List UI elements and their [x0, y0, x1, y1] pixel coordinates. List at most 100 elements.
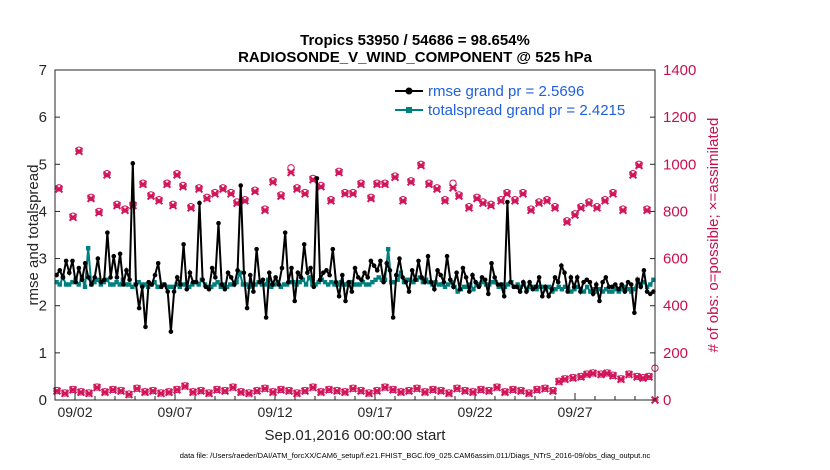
obs-possible-marker: [497, 195, 505, 204]
rmse-point: [286, 279, 291, 285]
rmse-point: [73, 279, 78, 285]
rmse-point: [508, 279, 513, 285]
rmse-point: [374, 268, 380, 273]
totalspread-point: [471, 287, 476, 292]
rmse-point: [216, 220, 221, 226]
rmse-point: [435, 268, 440, 273]
totalspread-point: [117, 282, 122, 287]
rmse-point: [89, 282, 94, 287]
rmse-point: [543, 284, 548, 290]
totalspread-point: [269, 284, 274, 290]
obs-possible-marker: [527, 205, 535, 213]
obs-assimilated-marker: [348, 189, 358, 198]
totalspread-point: [464, 284, 470, 290]
obs-assimilated-marker: [292, 184, 302, 194]
obs-possible-marker: [519, 188, 527, 197]
rmse-point: [260, 277, 266, 283]
obs-possible-marker: [643, 205, 651, 213]
obs-possible-marker: [577, 203, 585, 211]
obs-assimilated-marker: [568, 373, 578, 383]
totalspread-point: [398, 270, 404, 275]
obs-assimilated-marker: [148, 386, 158, 396]
rmse-point: [76, 265, 82, 271]
rmse-point: [292, 298, 297, 304]
totalspread-point: [603, 287, 609, 292]
rmse-point: [197, 200, 202, 206]
rmse-point: [613, 282, 618, 287]
totalspread-point: [575, 284, 580, 290]
rmse-point: [305, 270, 310, 276]
totalspread-point: [584, 284, 590, 290]
obs-possible-marker: [75, 146, 83, 154]
obs-possible-marker: [139, 179, 147, 187]
totalspread-point: [404, 277, 410, 282]
obs-assimilated-marker: [212, 385, 222, 394]
totalspread-point: [108, 282, 113, 287]
obs-assimilated-marker: [276, 385, 286, 394]
totalspread-point: [329, 279, 334, 285]
totalspread-point: [553, 287, 558, 292]
totalspread-point: [562, 284, 568, 290]
totalspread-point: [376, 275, 381, 280]
obs-assimilated-marker: [436, 386, 446, 396]
obs-assimilated-marker: [406, 177, 416, 187]
rmse-point: [155, 260, 161, 266]
obs-assimilated-marker: [146, 192, 156, 201]
right-axis: 0 200 400 600 800 1000 1200 1400: [650, 62, 696, 409]
rmse-point: [616, 286, 621, 292]
obs-assimilated-marker: [240, 196, 250, 205]
obs-possible-marker: [155, 195, 163, 204]
rmse-point: [149, 282, 155, 287]
obs-assimilated-marker: [582, 370, 592, 379]
left-tick-label: 4: [39, 203, 47, 220]
obs-assimilated-marker: [628, 170, 638, 179]
obs-assimilated-marker: [340, 189, 350, 198]
obs-assimilated-marker: [404, 386, 414, 396]
rmse-point: [190, 279, 196, 285]
obs-possible-marker: [511, 195, 519, 204]
obs-assimilated-marker: [460, 386, 470, 396]
obs-assimilated-marker: [584, 199, 594, 208]
obs-assimilated-marker: [188, 388, 198, 397]
obs-possible-marker: [373, 179, 381, 187]
obs-possible-marker: [219, 184, 227, 192]
totalspread-point: [104, 277, 110, 282]
totalspread-point: [240, 282, 246, 287]
obs-assimilated-marker: [210, 189, 220, 198]
rmse-point: [470, 272, 475, 278]
obs-assimilated-marker: [124, 390, 134, 399]
totalspread-point: [572, 287, 577, 292]
rmse-point: [584, 277, 590, 283]
totalspread-point: [493, 279, 498, 285]
obs-assimilated-marker: [588, 369, 598, 378]
rmse-point: [324, 268, 329, 273]
rmse-point: [381, 279, 386, 285]
totalspread-point: [168, 284, 173, 290]
obs-assimilated-marker: [194, 184, 204, 194]
totalspread-point: [139, 282, 145, 287]
obs-assimilated-marker: [372, 180, 382, 189]
rmse-point: [413, 277, 418, 283]
obs-assimilated-marker: [510, 196, 520, 205]
totalspread-point: [82, 284, 88, 290]
rmse-point: [222, 286, 228, 292]
rmse-point: [120, 282, 126, 287]
obs-assimilated-marker: [576, 203, 586, 212]
rmse-point: [159, 284, 164, 290]
rmse-point: [136, 305, 142, 311]
rmse-point: [536, 275, 542, 280]
obs-assimilated-marker: [86, 194, 96, 203]
totalspread-point: [171, 284, 176, 290]
x-tick-label: 09/27: [557, 404, 592, 420]
totalspread-point: [76, 282, 81, 287]
rmse-point: [79, 277, 85, 283]
obs-assimilated-marker: [226, 189, 236, 198]
obs-possible-marker: [69, 212, 77, 220]
totalspread-point: [196, 282, 201, 287]
obs-possible-marker: [593, 203, 601, 211]
x-tick-label: 09/17: [357, 404, 392, 420]
rmse-point: [578, 289, 583, 294]
x-tick-label: 09/02: [57, 404, 92, 420]
obs-assimilated-marker: [300, 189, 310, 198]
totalspread-point: [490, 279, 495, 285]
